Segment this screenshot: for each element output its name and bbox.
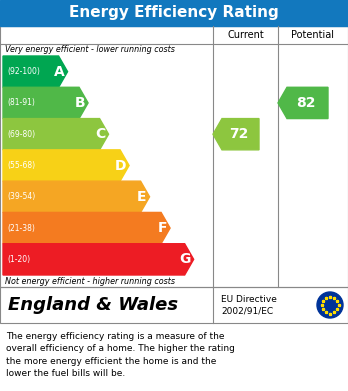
Polygon shape	[3, 118, 109, 150]
Polygon shape	[213, 118, 259, 150]
Polygon shape	[3, 56, 68, 87]
Text: A: A	[54, 65, 65, 79]
Text: Not energy efficient - higher running costs: Not energy efficient - higher running co…	[5, 276, 175, 285]
Text: 82: 82	[296, 96, 316, 110]
Text: Very energy efficient - lower running costs: Very energy efficient - lower running co…	[5, 45, 175, 54]
Bar	[0, 0, 348, 26]
Polygon shape	[3, 212, 170, 244]
Text: (92-100): (92-100)	[7, 67, 40, 76]
Text: B: B	[74, 96, 85, 110]
Text: G: G	[179, 252, 191, 266]
Polygon shape	[3, 150, 129, 181]
Text: England & Wales: England & Wales	[8, 296, 178, 314]
Bar	[0, 26, 348, 287]
Polygon shape	[278, 87, 328, 118]
Polygon shape	[3, 244, 193, 275]
Text: C: C	[95, 127, 105, 141]
Polygon shape	[3, 87, 88, 118]
Text: The energy efficiency rating is a measure of the
overall efficiency of a home. T: The energy efficiency rating is a measur…	[6, 332, 235, 378]
Text: 72: 72	[229, 127, 249, 141]
Text: (55-68): (55-68)	[7, 161, 35, 170]
Text: Potential: Potential	[292, 30, 334, 40]
Text: 2002/91/EC: 2002/91/EC	[221, 307, 273, 316]
Circle shape	[317, 292, 343, 318]
Text: (69-80): (69-80)	[7, 130, 35, 139]
Text: (21-38): (21-38)	[7, 224, 35, 233]
Text: (81-91): (81-91)	[7, 99, 35, 108]
Bar	[0, 287, 348, 323]
Text: D: D	[114, 158, 126, 172]
Text: F: F	[158, 221, 167, 235]
Text: E: E	[137, 190, 147, 204]
Text: (39-54): (39-54)	[7, 192, 35, 201]
Text: (1-20): (1-20)	[7, 255, 30, 264]
Text: Energy Efficiency Rating: Energy Efficiency Rating	[69, 5, 279, 20]
Polygon shape	[3, 181, 150, 212]
Text: EU Directive: EU Directive	[221, 294, 277, 303]
Text: Current: Current	[227, 30, 264, 40]
